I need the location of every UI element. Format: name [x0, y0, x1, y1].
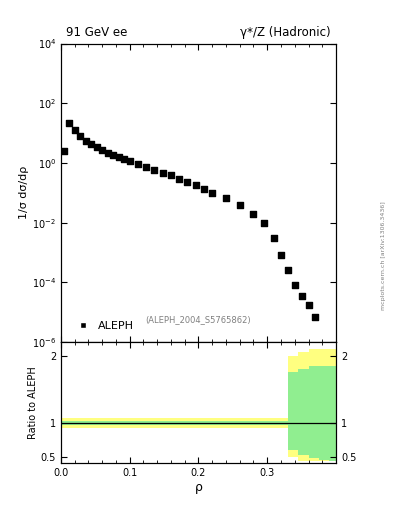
- Point: [271, 234, 277, 242]
- Point: [223, 194, 229, 202]
- Y-axis label: Ratio to ALEPH: Ratio to ALEPH: [28, 367, 38, 439]
- Point: [261, 219, 267, 227]
- Text: mcplots.cern.ch [arXiv:1306.3436]: mcplots.cern.ch [arXiv:1306.3436]: [381, 202, 386, 310]
- Text: γ*/Z (Hadronic): γ*/Z (Hadronic): [240, 26, 331, 39]
- Point: [110, 151, 116, 159]
- Point: [184, 178, 191, 186]
- Point: [292, 281, 298, 289]
- Point: [237, 201, 243, 209]
- Point: [121, 155, 127, 163]
- Point: [116, 153, 122, 161]
- Point: [77, 132, 83, 140]
- Point: [83, 137, 89, 145]
- Point: [305, 301, 312, 309]
- Point: [168, 172, 174, 180]
- Point: [299, 292, 305, 300]
- Legend: ALEPH: ALEPH: [66, 315, 139, 336]
- X-axis label: ρ: ρ: [195, 481, 202, 494]
- Point: [285, 266, 291, 274]
- Text: (ALEPH_2004_S5765862): (ALEPH_2004_S5765862): [146, 315, 251, 324]
- Y-axis label: 1/σ dσ/dρ: 1/σ dσ/dρ: [19, 166, 29, 220]
- Point: [312, 313, 318, 321]
- Point: [66, 119, 72, 127]
- Point: [127, 157, 133, 165]
- Point: [201, 185, 207, 193]
- Point: [61, 147, 67, 155]
- Point: [151, 166, 158, 174]
- Point: [94, 143, 100, 151]
- Point: [209, 189, 215, 197]
- Point: [278, 250, 284, 259]
- Point: [88, 140, 94, 148]
- Point: [176, 175, 182, 183]
- Point: [135, 160, 141, 168]
- Point: [193, 181, 199, 189]
- Point: [105, 148, 111, 157]
- Point: [250, 209, 257, 218]
- Point: [99, 145, 105, 154]
- Point: [160, 168, 166, 177]
- Text: 91 GeV ee: 91 GeV ee: [66, 26, 128, 39]
- Point: [143, 163, 149, 172]
- Point: [72, 125, 78, 134]
